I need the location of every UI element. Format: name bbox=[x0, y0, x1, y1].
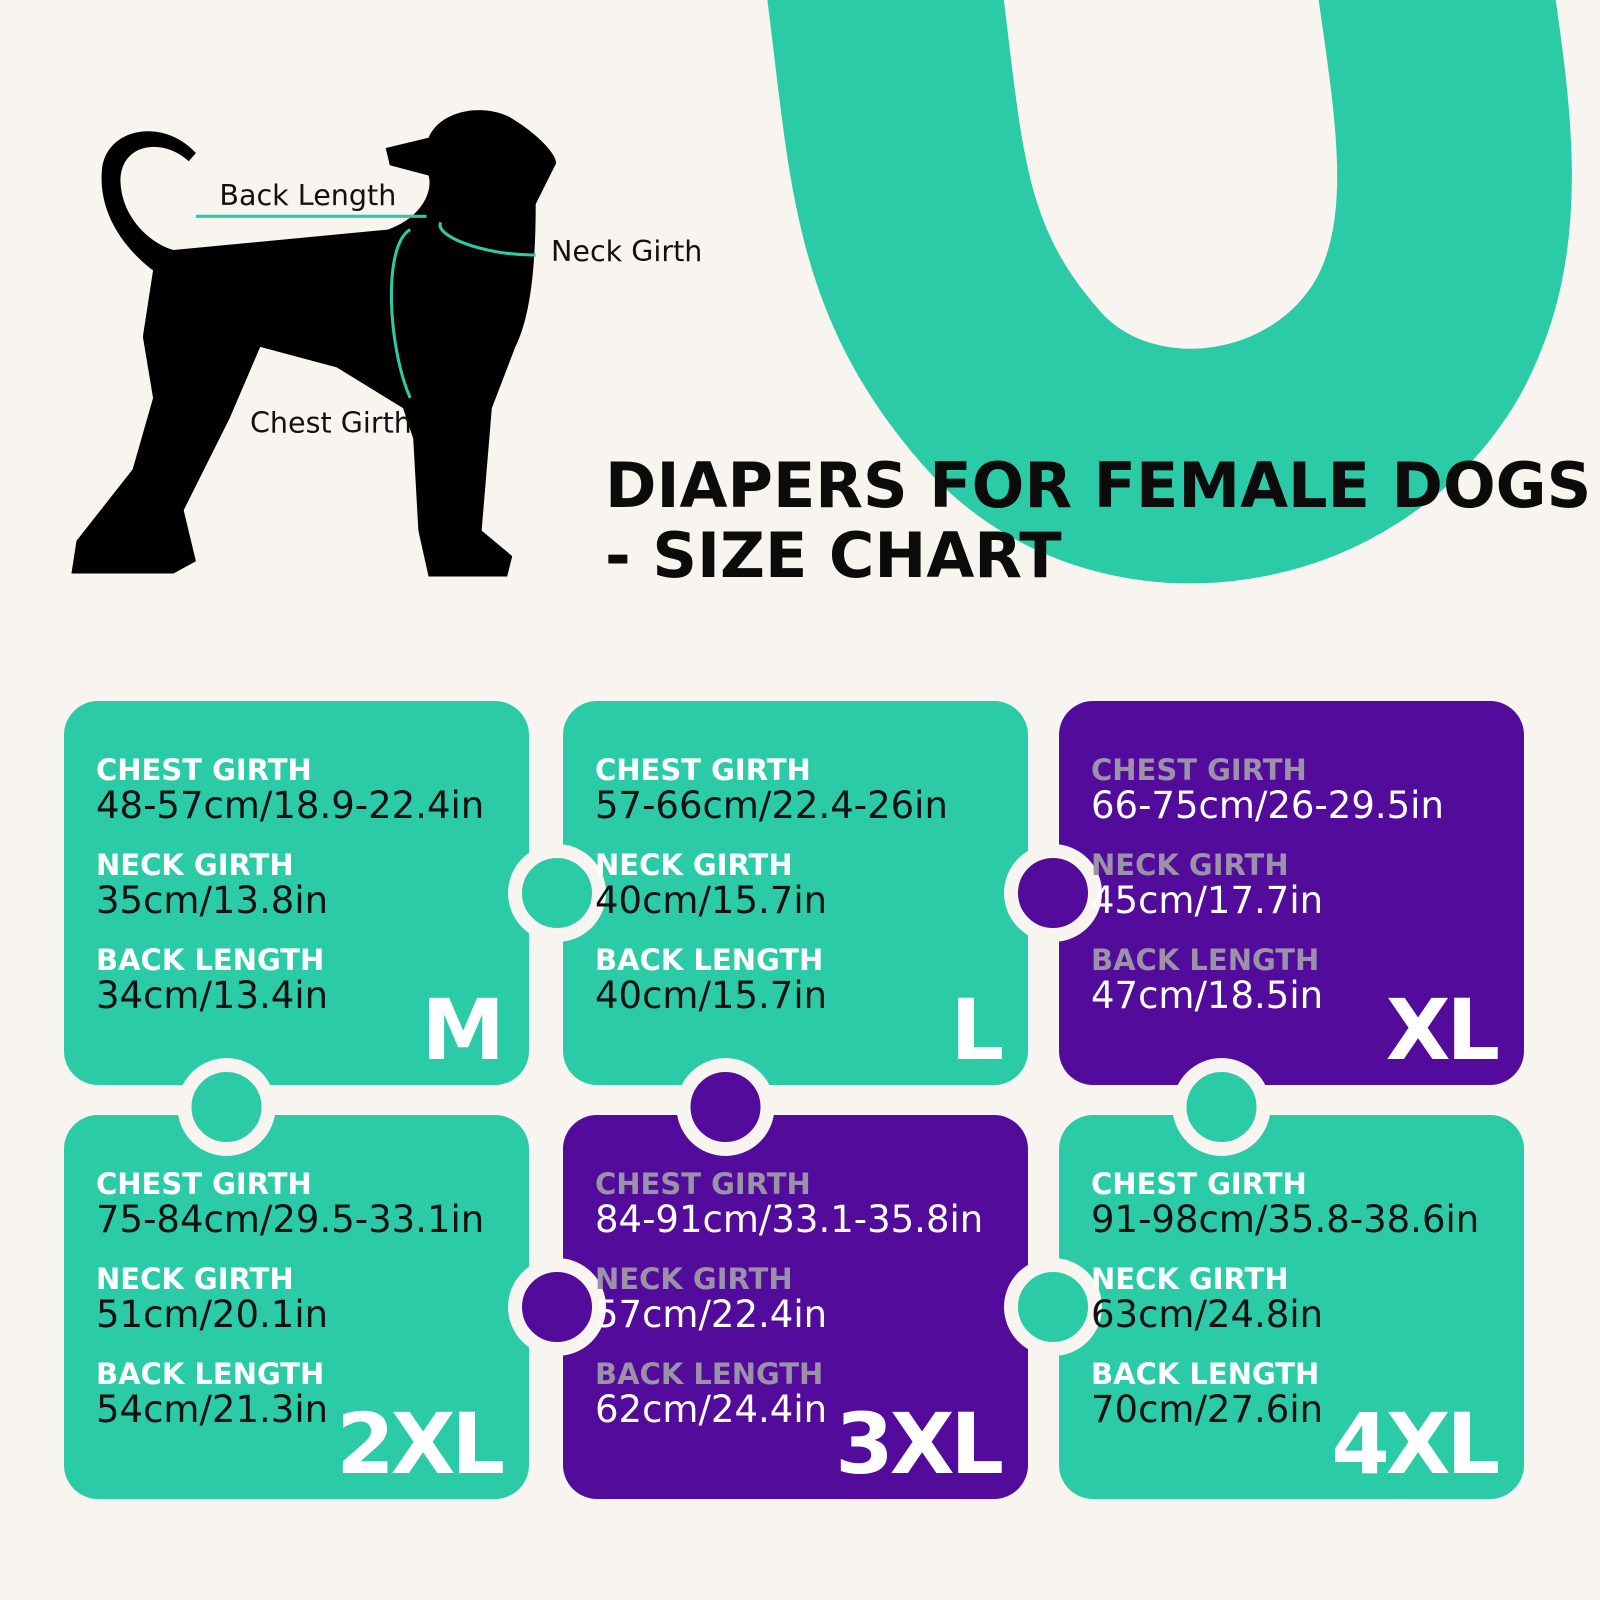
measure-label: NECK GIRTH bbox=[1091, 1262, 1289, 1296]
size-card bbox=[563, 701, 1028, 1085]
measure-label: BACK LENGTH bbox=[1091, 1357, 1319, 1391]
chest-girth-label: Chest Girth bbox=[250, 406, 412, 440]
measure-label: CHEST GIRTH bbox=[96, 1167, 312, 1201]
puzzle-knob bbox=[1004, 1258, 1102, 1356]
measure-label: BACK LENGTH bbox=[595, 1357, 823, 1391]
measure-value: 48-57cm/18.9-22.4in bbox=[96, 784, 484, 827]
size-card bbox=[563, 1115, 1028, 1499]
measure-value: 84-91cm/33.1-35.8in bbox=[595, 1198, 983, 1241]
measure-value: 57-66cm/22.4-26in bbox=[595, 784, 948, 827]
puzzle-knob bbox=[676, 1058, 775, 1156]
measure-label: CHEST GIRTH bbox=[595, 1167, 811, 1201]
dog-silhouette bbox=[71, 110, 557, 577]
size-label: 4XL bbox=[1331, 1395, 1498, 1493]
back-length-label: Back Length bbox=[219, 178, 396, 212]
size-label: M bbox=[421, 981, 501, 1079]
size-label: 2XL bbox=[336, 1395, 503, 1493]
title-line-2: - SIZE CHART bbox=[605, 519, 1062, 592]
measure-value: 51cm/20.1in bbox=[96, 1293, 328, 1336]
measure-value: 57cm/22.4in bbox=[595, 1293, 827, 1336]
measure-value: 35cm/13.8in bbox=[96, 879, 328, 922]
puzzle-knob bbox=[508, 1258, 606, 1356]
measure-label: BACK LENGTH bbox=[595, 943, 823, 977]
chest-line bbox=[389, 228, 412, 399]
measure-label: NECK GIRTH bbox=[595, 848, 793, 882]
neck-girth-label: Neck Girth bbox=[551, 234, 702, 268]
puzzle-knob bbox=[177, 1058, 276, 1156]
measure-value: 45cm/17.7in bbox=[1091, 879, 1323, 922]
measure-value: 91-98cm/35.8-38.6in bbox=[1091, 1198, 1479, 1241]
measure-label: NECK GIRTH bbox=[96, 848, 294, 882]
measure-value: 66-75cm/26-29.5in bbox=[1091, 784, 1444, 827]
measure-label: CHEST GIRTH bbox=[595, 753, 811, 787]
size-label: L bbox=[950, 981, 1002, 1079]
measure-label: CHEST GIRTH bbox=[96, 753, 312, 787]
measure-label: BACK LENGTH bbox=[96, 943, 324, 977]
puzzle-knob bbox=[508, 844, 606, 942]
measure-value: 47cm/18.5in bbox=[1091, 974, 1323, 1017]
neck-line bbox=[438, 221, 536, 257]
title-line-1: DIAPERS FOR FEMALE DOGS bbox=[605, 449, 1591, 522]
measure-label: CHEST GIRTH bbox=[1091, 753, 1307, 787]
measure-value: 70cm/27.6in bbox=[1091, 1388, 1323, 1431]
size-card bbox=[64, 1115, 529, 1499]
measure-value: 34cm/13.4in bbox=[96, 974, 328, 1017]
measure-label: CHEST GIRTH bbox=[1091, 1167, 1307, 1201]
measure-value: 63cm/24.8in bbox=[1091, 1293, 1323, 1336]
measure-value: 62cm/24.4in bbox=[595, 1388, 827, 1431]
size-label: 3XL bbox=[835, 1395, 1002, 1493]
measure-label: BACK LENGTH bbox=[96, 1357, 324, 1391]
measure-label: NECK GIRTH bbox=[595, 1262, 793, 1296]
measure-value: 54cm/21.3in bbox=[96, 1388, 328, 1431]
size-label: XL bbox=[1386, 981, 1499, 1079]
measure-label: NECK GIRTH bbox=[96, 1262, 294, 1296]
puzzle-knob bbox=[1172, 1058, 1271, 1156]
size-card bbox=[1059, 1115, 1524, 1499]
measure-value: 40cm/15.7in bbox=[595, 974, 827, 1017]
size-card bbox=[64, 701, 529, 1085]
measure-value: 40cm/15.7in bbox=[595, 879, 827, 922]
measure-value: 75-84cm/29.5-33.1in bbox=[96, 1198, 484, 1241]
size-card bbox=[1059, 701, 1524, 1085]
decor-blob bbox=[767, 0, 1572, 584]
measure-label: NECK GIRTH bbox=[1091, 848, 1289, 882]
measure-label: BACK LENGTH bbox=[1091, 943, 1319, 977]
puzzle-knob bbox=[1004, 844, 1102, 942]
artwork: Back Length Neck Girth Chest Girth bbox=[71, 0, 1572, 584]
